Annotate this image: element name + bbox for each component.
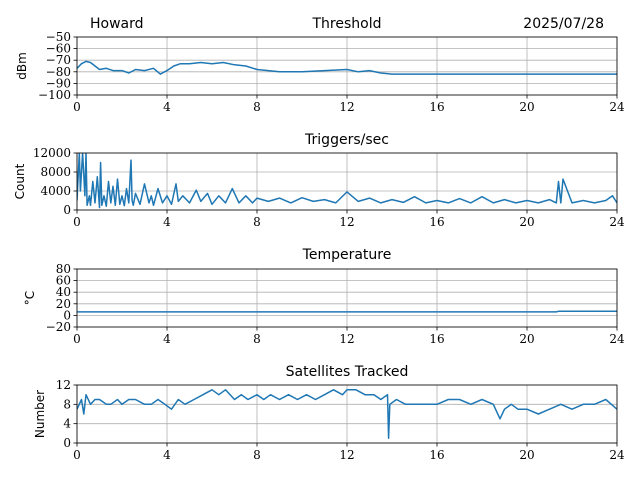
y-tick-label: 8000 [40,165,71,179]
x-tick-label: 0 [73,100,81,114]
x-tick-label: 8 [253,448,261,462]
y-tick-label: 0 [63,436,71,450]
x-tick-label: 24 [609,448,625,462]
y-tick-label: 80 [56,262,71,276]
x-tick-label: 4 [163,215,171,229]
x-tick-label: 24 [609,100,625,114]
x-tick-label: 20 [519,215,534,229]
x-tick-label: 20 [519,100,534,114]
temperature-ylabel: °C [23,291,37,305]
x-tick-label: 16 [429,100,444,114]
threshold-ylabel: dBm [15,52,29,80]
temperature-title: Temperature [302,247,392,263]
y-tick-label: −100 [38,88,71,102]
satellites-panel: 0 4 8 12 16 20 24 0 4 8 12 Satellites Tracked Number [33,364,625,462]
x-tick-label: 20 [519,332,534,346]
y-tick-label: −90 [46,76,71,90]
x-tick-label: 12 [339,215,354,229]
threshold-series-line [77,60,617,75]
y-tick-label: 12 [56,378,71,392]
y-tick-label: −20 [46,320,71,334]
y-tick-label: 0 [63,203,71,217]
x-tick-label: 20 [519,448,534,462]
y-tick-label: 40 [56,285,71,299]
x-tick-label: 0 [73,332,81,346]
y-tick-label: 4000 [40,184,71,198]
x-tick-label: 24 [609,332,625,346]
x-tick-label: 16 [429,448,444,462]
x-tick-label: 0 [73,448,81,462]
x-tick-label: 24 [609,215,625,229]
y-tick-label: 12000 [33,146,71,160]
x-tick-label: 12 [339,100,354,114]
x-tick-label: 4 [163,332,171,346]
x-tick-label: 16 [429,215,444,229]
x-tick-label: 8 [253,332,261,346]
triggers-ylabel: Count [13,163,27,199]
y-tick-label: 20 [56,297,71,311]
y-tick-label: −60 [46,42,71,56]
triggers-title: Triggers/sec [304,132,389,148]
y-tick-label: 8 [63,397,71,411]
triggers-series-line [77,153,617,209]
x-tick-label: 4 [163,100,171,114]
x-tick-label: 8 [253,100,261,114]
x-tick-label: 12 [339,332,354,346]
y-tick-label: 60 [56,274,71,288]
y-tick-label: 4 [63,417,71,431]
x-tick-label: 16 [429,332,444,346]
report-date: 2025/07/28 [523,16,604,32]
y-tick-label: 0 [63,308,71,322]
station-name: Howard [90,16,144,32]
x-tick-label: 0 [73,215,81,229]
x-tick-label: 8 [253,215,261,229]
temperature-series-line [77,310,617,313]
y-tick-label: −70 [46,53,71,67]
x-tick-label: 12 [339,448,354,462]
satellites-ylabel: Number [33,390,47,438]
y-tick-label: −80 [46,65,71,79]
threshold-panel: 0 4 8 12 16 20 24 −100−90−80−70−60−50 Threshold d… [15,16,625,114]
threshold-title: Threshold [312,16,382,32]
triggers-panel: 0 4 8 12 16 20 24 0 4000 8000 12000 Triggers/sec Cou… [13,132,625,229]
satellites-series-line [77,389,617,439]
x-tick-label: 4 [163,448,171,462]
y-tick-label: −50 [46,30,71,44]
satellites-title: Satellites Tracked [286,364,409,380]
